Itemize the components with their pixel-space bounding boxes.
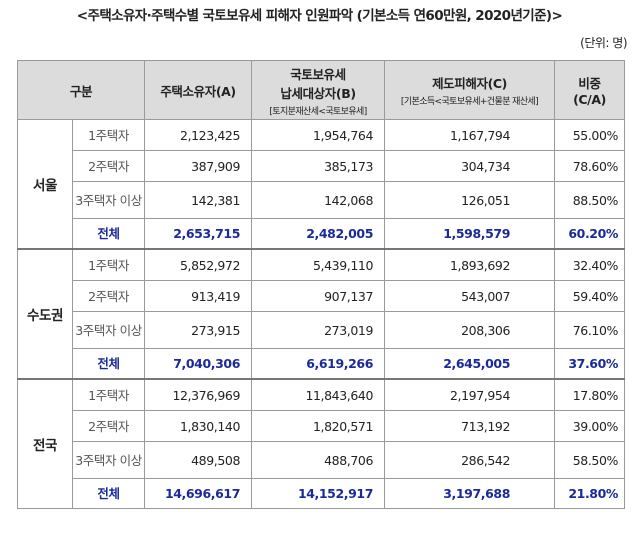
region-name: 전국: [17, 378, 73, 509]
header-taxpayers-line1: 국토보유세: [290, 66, 346, 82]
value-owners: 913,419: [144, 280, 253, 312]
value-victims: 2,197,954: [384, 378, 556, 411]
header-ratio-line1: 비중: [578, 76, 601, 91]
house-count-label: 전체: [71, 218, 146, 250]
value-owners: 1,830,140: [144, 410, 253, 442]
value-owners: 2,123,425: [144, 119, 253, 151]
victims-table: 구분 주택소유자(A) 국토보유세 납세대상자(B) [토지분재산세<국토보유세…: [16, 60, 626, 509]
table-row: 전국 1주택자 12,376,969 11,843,640 2,197,954 17.80…: [17, 378, 626, 509]
value-ratio: 21.80%: [554, 478, 626, 509]
value-taxpayers: 488,706: [251, 441, 386, 479]
value-victims: 1,598,579: [384, 218, 556, 250]
table-row: 3주택자 이상 273,915 273,019 208,306 76.10%: [18, 311, 626, 349]
value-ratio: 17.80%: [554, 378, 626, 411]
value-owners: 2,653,715: [144, 218, 253, 250]
house-count-label: 3주택자 이상: [71, 181, 146, 219]
house-count-label: 1주택자: [71, 119, 146, 151]
table-row: 수도권 1주택자 5,852,972 5,439,110 1,893,692 32.40%: [17, 248, 626, 380]
table-row: 2주택자 387,909 385,173 304,734 78.60%: [18, 150, 626, 182]
house-count-label: 2주택자: [71, 280, 146, 312]
value-owners: 273,915: [144, 311, 253, 349]
value-taxpayers: 2,482,005: [251, 218, 386, 250]
value-victims: 713,192: [384, 410, 556, 442]
table-row: 2주택자 1,830,140 1,820,571 713,192 39.00%: [18, 410, 626, 442]
header-victims-sub: [기본소득<국토보유세+건물분 재산세]: [400, 97, 539, 107]
header-taxpayers-line2: 납세대상자(B): [280, 85, 356, 101]
value-taxpayers: 11,843,640: [251, 378, 386, 411]
table-row: 3주택자 이상 489,508 488,706 286,542 58.50%: [18, 441, 626, 479]
header-victims: 제도피해자(C) [기본소득<국토보유세+건물분 재산세]: [384, 60, 556, 120]
region-name: 서울: [17, 119, 73, 250]
value-taxpayers: 14,152,917: [251, 478, 386, 509]
house-count-label: 전체: [71, 348, 146, 380]
table-row: 3주택자 이상 142,381 142,068 126,051 88.50%: [18, 181, 626, 219]
header-row: 구분 주택소유자(A) 국토보유세 납세대상자(B) [토지분재산세<국토보유세…: [16, 60, 626, 120]
value-taxpayers: 1,820,571: [251, 410, 386, 442]
house-count-label: 전체: [71, 478, 146, 509]
page-title: <주택소유자·주택수별 국토보유세 피해자 인원파악 (기본소득 연60만원, …: [76, 8, 563, 24]
house-count-label: 1주택자: [71, 378, 146, 411]
value-taxpayers: 142,068: [251, 181, 386, 219]
value-ratio: 39.00%: [554, 410, 626, 442]
value-ratio: 76.10%: [554, 311, 626, 349]
table-total-row: 전체 14,696,617 14,152,917 3,197,688 21.80%: [18, 478, 626, 509]
value-victims: 1,893,692: [384, 248, 556, 281]
value-ratio: 88.50%: [554, 181, 626, 219]
table-row: 서울 1주택자 2,123,425 1,954,764 1,167,794 55.00%: [17, 119, 626, 250]
value-owners: 12,376,969: [144, 378, 253, 411]
header-ratio-line2: (C/A): [573, 92, 606, 107]
value-owners: 5,852,972: [144, 248, 253, 281]
house-count-label: 3주택자 이상: [71, 441, 146, 479]
house-count-label: 3주택자 이상: [71, 311, 146, 349]
value-victims: 3,197,688: [384, 478, 556, 509]
value-owners: 489,508: [144, 441, 253, 479]
house-count-label: 2주택자: [71, 150, 146, 182]
house-count-label: 2주택자: [71, 410, 146, 442]
unit-label: (단위: 명): [580, 36, 627, 50]
header-taxpayers-sub: [토지분재산세<국토보유세]: [269, 106, 367, 117]
table-total-row: 전체 2,653,715 2,482,005 1,598,579 60.20%: [18, 218, 626, 250]
value-taxpayers: 385,173: [251, 150, 386, 182]
value-ratio: 78.60%: [554, 150, 626, 182]
value-victims: 304,734: [384, 150, 556, 182]
value-taxpayers: 907,137: [251, 280, 386, 312]
value-victims: 543,007: [384, 280, 556, 312]
value-victims: 286,542: [384, 441, 556, 479]
region-name: 수도권: [17, 248, 73, 380]
value-ratio: 59.40%: [554, 280, 626, 312]
value-victims: 2,645,005: [384, 348, 556, 380]
header-owners: 주택소유자(A): [144, 60, 253, 120]
value-victims: 126,051: [384, 181, 556, 219]
value-ratio: 60.20%: [554, 218, 626, 250]
header-ratio: 비중 (C/A): [554, 60, 626, 120]
value-victims: 208,306: [384, 311, 556, 349]
value-taxpayers: 6,619,266: [251, 348, 386, 380]
table-total-row: 전체 7,040,306 6,619,266 2,645,005 37.60%: [18, 348, 626, 380]
table-row: 2주택자 913,419 907,137 543,007 59.40%: [18, 280, 626, 312]
house-count-label: 1주택자: [71, 248, 146, 281]
value-taxpayers: 5,439,110: [251, 248, 386, 281]
header-category: 구분: [16, 60, 146, 120]
value-owners: 142,381: [144, 181, 253, 219]
value-owners: 7,040,306: [144, 348, 253, 380]
value-victims: 1,167,794: [384, 119, 556, 151]
value-owners: 14,696,617: [144, 478, 253, 509]
value-taxpayers: 273,019: [251, 311, 386, 349]
value-ratio: 32.40%: [554, 248, 626, 281]
value-taxpayers: 1,954,764: [251, 119, 386, 151]
value-owners: 387,909: [144, 150, 253, 182]
value-ratio: 37.60%: [554, 348, 626, 380]
header-taxpayers: 국토보유세 납세대상자(B) [토지분재산세<국토보유세]: [251, 60, 386, 120]
value-ratio: 55.00%: [554, 119, 626, 151]
header-victims-label: 제도피해자(C): [432, 76, 507, 91]
value-ratio: 58.50%: [554, 441, 626, 479]
